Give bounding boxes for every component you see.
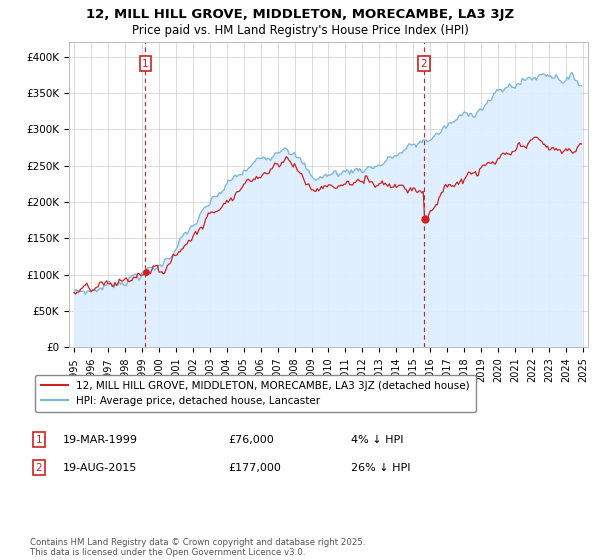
Text: Price paid vs. HM Land Registry's House Price Index (HPI): Price paid vs. HM Land Registry's House …	[131, 24, 469, 36]
Text: 12, MILL HILL GROVE, MIDDLETON, MORECAMBE, LA3 3JZ: 12, MILL HILL GROVE, MIDDLETON, MORECAMB…	[86, 8, 514, 21]
Text: 19-AUG-2015: 19-AUG-2015	[63, 463, 137, 473]
Text: 1: 1	[35, 435, 43, 445]
Text: 19-MAR-1999: 19-MAR-1999	[63, 435, 138, 445]
Text: 26% ↓ HPI: 26% ↓ HPI	[351, 463, 410, 473]
Text: £177,000: £177,000	[228, 463, 281, 473]
Legend: 12, MILL HILL GROVE, MIDDLETON, MORECAMBE, LA3 3JZ (detached house), HPI: Averag: 12, MILL HILL GROVE, MIDDLETON, MORECAMB…	[35, 375, 476, 412]
Text: 2: 2	[421, 59, 427, 69]
Text: £76,000: £76,000	[228, 435, 274, 445]
Text: 4% ↓ HPI: 4% ↓ HPI	[351, 435, 404, 445]
Text: Contains HM Land Registry data © Crown copyright and database right 2025.
This d: Contains HM Land Registry data © Crown c…	[30, 538, 365, 557]
Text: 2: 2	[35, 463, 43, 473]
Text: 1: 1	[142, 59, 149, 69]
